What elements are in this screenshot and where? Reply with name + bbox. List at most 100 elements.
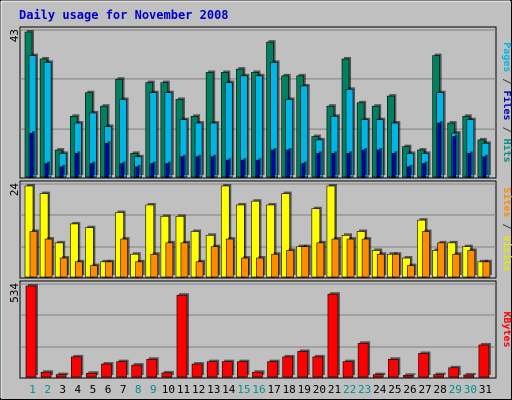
bar-sites	[44, 238, 53, 278]
bar-kbytes-shadow	[405, 373, 416, 375]
bar-files	[210, 156, 215, 178]
bar-files	[241, 159, 245, 178]
bar-kbytes	[146, 358, 158, 378]
bar-sites	[407, 265, 415, 278]
bar-files-shadow	[424, 161, 428, 175]
bar-kbytes	[252, 371, 263, 378]
bar-kbytes	[342, 361, 354, 378]
side-legend: Pages / Files / Hits	[501, 42, 512, 162]
bar-kbytes	[55, 374, 67, 378]
bar-files	[44, 163, 49, 178]
bar-files	[482, 156, 487, 178]
x-tick-label: 5	[90, 383, 97, 396]
bar-files	[271, 149, 275, 178]
x-tick-label: 20	[313, 383, 326, 396]
bar-kbytes	[403, 374, 414, 378]
bar-files-shadow	[122, 161, 126, 175]
x-tick-label: 1	[29, 383, 36, 396]
x-axis-day-labels: 1 2 3 4 5 6 7 8 9 10 11 12 13 14 15 16 17 18 19 20 21 22 23 24 2…	[29, 383, 492, 396]
bar-files	[90, 163, 94, 178]
bar-files	[407, 166, 411, 178]
bar-kbytes	[448, 367, 460, 378]
bar-sites	[120, 238, 128, 278]
bar-kbytes	[372, 374, 384, 378]
y-max-label: 24	[8, 183, 21, 197]
x-tick-label: 12	[192, 383, 205, 396]
panel-background	[19, 280, 497, 379]
bar-files-shadow	[303, 161, 307, 175]
y-max-label: 534	[8, 283, 21, 303]
bar-files-shadow	[32, 131, 35, 175]
bar-sites	[135, 261, 143, 278]
x-tick-label: 10	[162, 383, 175, 396]
bar-kbytes	[25, 285, 37, 378]
bar-files-shadow	[364, 148, 368, 175]
x-tick-label: 25	[388, 383, 401, 396]
x-tick-label: 29	[449, 383, 462, 396]
bar-kbytes	[388, 358, 399, 378]
bar-sites	[437, 242, 445, 278]
bar-kbytes	[282, 356, 293, 378]
bar-sites	[331, 238, 340, 278]
bar-kbytes-shadow	[465, 372, 476, 375]
bar-visits	[281, 193, 290, 278]
bar-files-shadow	[318, 151, 322, 175]
bar-files	[120, 163, 124, 178]
x-tick-label: 22	[343, 383, 356, 396]
bar-files	[180, 156, 185, 178]
x-tick-label: 13	[207, 383, 220, 396]
bar-files-shadow	[92, 161, 96, 175]
bar-files-shadow	[469, 151, 473, 175]
x-tick-label: 3	[59, 383, 66, 396]
bar-files-shadow	[152, 161, 156, 175]
bar-kbytes	[221, 361, 233, 378]
x-tick-label: 23	[358, 383, 371, 396]
bar-files-shadow	[228, 158, 232, 175]
x-tick-label: 28	[434, 383, 447, 396]
x-tick-label: 21	[328, 383, 341, 396]
bar-kbytes	[116, 361, 127, 378]
bar-files-shadow	[394, 151, 398, 175]
bar-files-shadow	[484, 154, 488, 175]
bar-sites	[74, 261, 83, 278]
bar-visits	[251, 200, 260, 278]
legend-part-3: /	[501, 121, 512, 139]
bar-kbytes	[357, 342, 369, 378]
bar-files-shadow	[288, 148, 292, 175]
x-tick-label: 9	[150, 383, 157, 396]
x-tick-label: 18	[283, 383, 296, 396]
bar-kbytes-shadow	[58, 372, 69, 375]
bar-files-shadow	[243, 158, 247, 175]
bar-files-shadow	[409, 164, 413, 175]
bar-kbytes	[418, 353, 429, 378]
x-tick-label: 24	[373, 383, 387, 396]
bar-sites	[225, 238, 234, 278]
bar-kbytes	[86, 372, 97, 378]
bar-sites	[59, 257, 68, 278]
bar-files-shadow	[333, 151, 337, 175]
bar-files	[467, 153, 472, 178]
bar-files-shadow	[167, 161, 171, 175]
bar-sites	[150, 253, 159, 278]
bar-files	[437, 122, 441, 178]
bar-visits	[145, 204, 155, 278]
bar-sites	[316, 242, 325, 278]
bar-files-shadow	[349, 151, 353, 175]
x-tick-label: 16	[252, 383, 265, 396]
bar-sites	[422, 231, 430, 278]
x-tick-label: 7	[120, 383, 127, 396]
legend-part-4: Hits	[501, 139, 512, 163]
bar-files	[59, 166, 64, 178]
bar-files-shadow	[137, 164, 141, 175]
x-tick-label: 8	[135, 383, 142, 396]
bar-sites	[346, 238, 355, 278]
bar-files	[74, 153, 79, 178]
bar-sites	[271, 253, 279, 278]
bar-visits	[236, 204, 245, 278]
legend-part-0: KBytes	[501, 311, 512, 347]
bar-kbytes	[267, 361, 278, 378]
bar-sites	[165, 242, 174, 278]
bar-kbytes	[191, 363, 203, 378]
bar-files-shadow	[198, 154, 202, 175]
